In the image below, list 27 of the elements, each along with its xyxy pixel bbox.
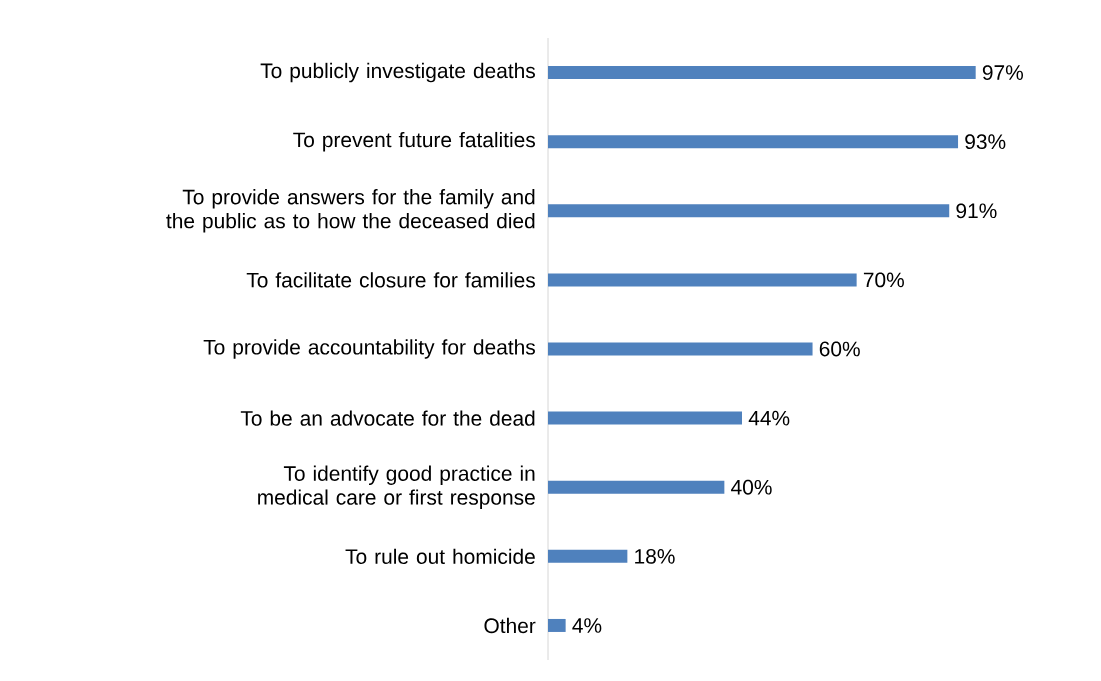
bar [548,411,742,425]
bar [548,618,566,632]
bar [548,135,959,149]
data-label: 44% [748,410,790,426]
y-tick-label: To provide accountability for deaths [203,339,535,359]
data-label: 91% [956,203,997,219]
y-tick-label: To rule out homicide [345,548,535,565]
data-label: 18% [635,548,675,564]
y-tick-label: To provide answers for the family and the public as to how the deceased died [166,189,535,233]
y-tick-label: To identify good practice in medical care or first response [258,465,535,509]
bar [548,66,976,80]
y-tick-label: To publicly investigate deaths [260,62,535,83]
data-label: 40% [731,479,772,495]
data-label: 97% [982,65,1024,80]
data-label: 70% [863,272,904,288]
bar [548,204,950,218]
data-label: 4% [572,618,602,633]
bar [548,549,628,563]
data-label: 93% [965,134,1006,150]
y-tick-label: To prevent future fatalities [293,131,536,152]
y-tick-label: To facilitate closure for families [246,272,535,288]
bar [548,342,813,356]
bar [548,273,857,287]
y-tick-label: Other [484,617,536,634]
bar [548,480,725,494]
y-tick-label: To be an advocate for the dead [240,410,535,426]
data-label: 60% [819,341,860,357]
